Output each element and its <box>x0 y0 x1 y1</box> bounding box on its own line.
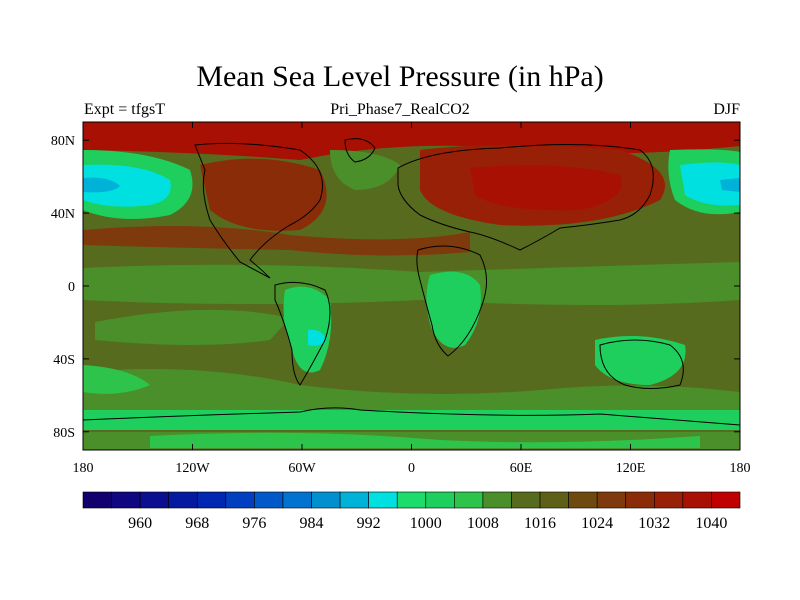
lon-tick-label: 0 <box>408 461 415 476</box>
eurasia-coast <box>397 143 654 251</box>
coastlines <box>82 138 741 426</box>
colorbar-swatch <box>311 491 341 509</box>
colorbar-label: 984 <box>300 515 324 532</box>
colorbar-swatch <box>368 491 398 509</box>
north-america-coast <box>194 142 323 279</box>
south-pacific-west-low <box>83 365 150 394</box>
colorbar-label: 1016 <box>524 515 556 532</box>
aleutian-low-east-core <box>680 162 740 206</box>
lon-tick-label: 120W <box>175 461 210 476</box>
icelandic-low <box>330 150 400 190</box>
colorbar-swatch <box>454 491 484 509</box>
colorbar-swatch <box>139 491 169 509</box>
lon-tick-label: 120E <box>616 461 646 476</box>
longitude-axis: 180 120W 60W 0 60E 120E 180 <box>73 122 751 476</box>
tropical-band <box>83 262 740 305</box>
colorbar-swatch <box>682 491 712 509</box>
lat-tick-label: 40S <box>53 353 75 368</box>
colorbar-label: 1040 <box>695 515 727 532</box>
colorbar-swatch <box>539 491 569 509</box>
colorbar: 960 968 976 984 992 1000 1008 1016 1024 1032 1040 <box>82 491 741 532</box>
colorbar-swatch <box>511 491 541 509</box>
experiment-label: Expt = tfgsT <box>84 101 166 118</box>
lat-tick-label: 80S <box>53 426 75 441</box>
colorbar-swatch <box>625 491 655 509</box>
colorbar-swatch <box>711 491 741 509</box>
colorbar-swatch <box>568 491 598 509</box>
colorbar-label: 976 <box>242 515 266 532</box>
antarctica-coast <box>82 407 741 426</box>
lat-tick-label: 0 <box>68 280 75 295</box>
colorbar-label: 1008 <box>467 515 499 532</box>
africa-low <box>426 271 481 348</box>
colorbar-swatch <box>82 491 112 509</box>
colorbar-swatch <box>596 491 627 509</box>
colorbar-swatch <box>196 491 227 509</box>
colorbar-swatch <box>482 491 512 509</box>
africa-coast <box>416 245 487 357</box>
antarctic-low <box>150 432 700 448</box>
colorbar-swatch <box>425 491 455 509</box>
south-america-low-core <box>308 329 326 346</box>
plot-subtitle: Pri_Phase7_RealCO2 <box>330 101 470 118</box>
north-america-high <box>200 158 327 231</box>
latitude-axis: 80N 40N 0 40S 80S <box>51 134 740 441</box>
colorbar-label: 960 <box>128 515 152 532</box>
colorbar-label: 968 <box>185 515 209 532</box>
colorbar-swatch <box>339 491 369 509</box>
colorbar-label: 1000 <box>410 515 442 532</box>
pressure-field <box>83 122 740 450</box>
subtropical-high-ridge <box>83 226 470 256</box>
siberian-high-core <box>470 165 622 211</box>
colorbar-label: 1024 <box>581 515 613 532</box>
plot-title: Mean Sea Level Pressure (in hPa) <box>196 60 604 93</box>
lon-tick-label: 180 <box>730 461 751 476</box>
southern-transition <box>83 368 740 410</box>
colorbar-label: 1032 <box>638 515 670 532</box>
colorbar-swatch <box>254 491 284 509</box>
aleutian-low-center <box>83 177 120 193</box>
lat-tick-label: 80N <box>51 134 75 149</box>
colorbar-swatch <box>396 491 427 509</box>
lon-tick-label: 60W <box>288 461 316 476</box>
colorbar-label: 992 <box>357 515 381 532</box>
colorbar-swatch <box>225 491 255 509</box>
south-pacific-low <box>95 309 290 345</box>
colorbar-swatch <box>168 491 198 509</box>
south-america-coast <box>274 281 331 386</box>
australia-coast <box>599 339 684 389</box>
greenland-coast <box>344 138 376 163</box>
lat-tick-label: 40N <box>51 207 75 222</box>
australia-low <box>595 336 686 385</box>
aleutian-low-east-center <box>720 178 740 192</box>
season-label: DJF <box>713 101 740 118</box>
aleutian-low-core <box>83 164 171 207</box>
lon-tick-label: 60E <box>510 461 533 476</box>
colorbar-swatch <box>654 491 684 509</box>
colorbar-swatch <box>282 491 312 509</box>
colorbar-swatch <box>111 491 141 509</box>
lon-tick-label: 180 <box>73 461 94 476</box>
